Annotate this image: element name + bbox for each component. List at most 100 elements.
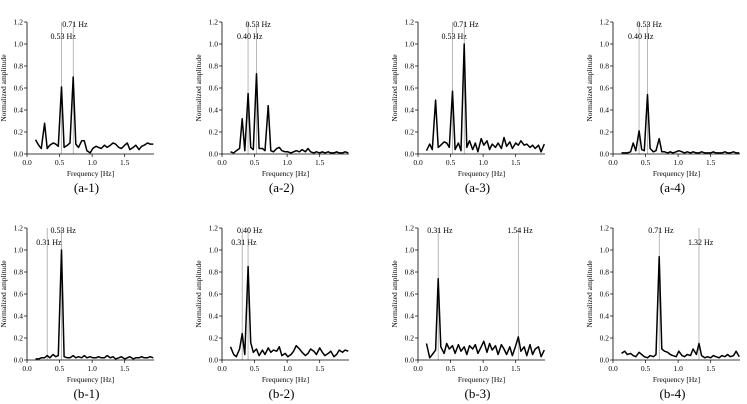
x-axis-label: Frequency [Hz] [458, 169, 505, 178]
y-tick-label: 1.2 [405, 224, 415, 233]
x-tick-label: 1.0 [478, 158, 488, 167]
y-axis-label: Normalized amplitude [390, 54, 399, 122]
y-tick-label: 0.4 [405, 106, 415, 115]
y-tick-label: 0.2 [14, 128, 24, 137]
y-axis-label: Normalized amplitude [585, 54, 594, 122]
peak-label: 0.71 Hz [62, 20, 88, 29]
x-tick-label: 0.0 [217, 364, 227, 373]
panel-label: (b-3) [465, 386, 491, 401]
peak-label: 1.32 Hz [688, 238, 714, 247]
y-tick-label: 0.6 [14, 290, 24, 299]
y-tick-label: 0.6 [600, 84, 610, 93]
y-tick-label: 0.4 [14, 312, 24, 321]
y-tick-label: 0.2 [600, 128, 610, 137]
y-tick-label: 0.0 [405, 356, 415, 365]
y-tick-label: 1.2 [209, 224, 219, 233]
x-tick-label: 0.0 [608, 158, 618, 167]
x-axis-label: Frequency [Hz] [67, 169, 114, 178]
y-tick-label: 0.6 [209, 84, 219, 93]
spectrum-line [35, 249, 154, 360]
x-tick-label: 1.5 [315, 364, 325, 373]
panel-label: (a-3) [465, 180, 490, 195]
peak-label: 1.54 Hz [507, 226, 533, 235]
chart-panel-a-2: 0.40 Hz 0.53 Hz 0.0 0.2 0.4 0.6 0.8 1.0 1.2 0.0 0.… [194, 18, 349, 195]
x-tick-label: 0.0 [22, 364, 32, 373]
x-tick-label: 0.5 [641, 364, 651, 373]
x-axis-label: Frequency [Hz] [458, 375, 505, 384]
y-tick-label: 0.4 [405, 312, 415, 321]
peak-label: 0.53 Hz [51, 226, 77, 235]
peak-label: 0.40 Hz [237, 226, 263, 235]
x-tick-label: 1.5 [511, 364, 521, 373]
panel-label: (b-4) [660, 386, 686, 401]
y-axis-label: Normalized amplitude [194, 54, 203, 122]
y-tick-label: 1.0 [600, 246, 610, 255]
y-tick-label: 0.0 [14, 356, 24, 365]
y-tick-label: 0.8 [405, 62, 415, 71]
x-tick-label: 1.0 [282, 158, 292, 167]
peak-label: 0.53 Hz [442, 32, 468, 41]
spectrum-line [425, 277, 545, 359]
x-tick-label: 0.5 [250, 158, 260, 167]
chart-panel-b-4: 0.71 Hz 1.32 Hz 0.0 0.2 0.4 0.6 0.8 1.0 1.2 0.0 0.… [585, 224, 740, 401]
y-tick-label: 0.2 [600, 334, 610, 343]
peak-label: 0.53 Hz [246, 20, 272, 29]
x-tick-label: 1.5 [706, 364, 716, 373]
x-tick-label: 1.0 [87, 364, 97, 373]
x-tick-label: 1.0 [87, 158, 97, 167]
y-tick-label: 0.6 [405, 84, 415, 93]
x-tick-label: 0.5 [446, 158, 456, 167]
y-tick-label: 1.0 [405, 246, 415, 255]
x-tick-label: 0.5 [55, 158, 65, 167]
x-tick-label: 0.5 [446, 364, 456, 373]
peak-label: 0.31 Hz [36, 238, 62, 247]
y-tick-label: 0.8 [14, 62, 24, 71]
x-tick-label: 0.0 [413, 158, 423, 167]
y-tick-label: 0.8 [600, 62, 610, 71]
peak-label: 0.40 Hz [628, 32, 654, 41]
peak-label: 0.40 Hz [237, 32, 263, 41]
x-tick-label: 1.5 [706, 158, 716, 167]
y-tick-label: 0.4 [600, 106, 610, 115]
y-tick-label: 0.4 [209, 312, 219, 321]
y-tick-label: 0.2 [209, 334, 219, 343]
y-tick-label: 0.0 [209, 150, 219, 159]
y-tick-label: 0.6 [14, 84, 24, 93]
y-axis-label: Normalized amplitude [0, 260, 8, 328]
y-tick-label: 0.4 [14, 106, 24, 115]
chart-panel-b-3: 0.31 Hz 1.54 Hz 0.0 0.2 0.4 0.6 0.8 1.0 1.2 0.0 0.… [390, 224, 545, 401]
chart-panel-a-4: 0.40 Hz 0.53 Hz 0.0 0.2 0.4 0.6 0.8 1.0 1.2 0.0 0.… [585, 18, 740, 195]
x-tick-label: 1.0 [673, 364, 683, 373]
x-axis-label: Frequency [Hz] [262, 375, 309, 384]
x-tick-label: 0.0 [217, 158, 227, 167]
chart-panel-b-1: 0.31 Hz 0.53 Hz 0.0 0.2 0.4 0.6 0.8 1.0 1.2 0.0 0.… [0, 224, 154, 401]
chart-panel-a-1: 0.53 Hz 0.71 Hz 0.0 0.2 0.4 0.6 0.8 1.0 1.2 0.0 0.… [0, 18, 154, 195]
y-tick-label: 1.0 [209, 246, 219, 255]
peak-label: 0.31 Hz [427, 226, 453, 235]
y-tick-label: 0.8 [209, 62, 219, 71]
y-tick-label: 0.8 [405, 268, 415, 277]
y-tick-label: 0.8 [209, 268, 219, 277]
x-tick-label: 1.0 [282, 364, 292, 373]
y-tick-label: 1.2 [405, 18, 415, 27]
x-tick-label: 0.0 [608, 364, 618, 373]
y-tick-label: 1.2 [14, 18, 24, 27]
y-tick-label: 1.2 [600, 224, 610, 233]
y-tick-label: 0.2 [405, 128, 415, 137]
y-tick-label: 1.0 [209, 40, 219, 49]
y-tick-label: 0.6 [600, 290, 610, 299]
y-tick-label: 0.8 [14, 268, 24, 277]
y-axis-label: Normalized amplitude [585, 260, 594, 328]
spectrum-line [621, 255, 740, 359]
peak-label: 0.31 Hz [231, 238, 257, 247]
y-tick-label: 0.4 [600, 312, 610, 321]
y-tick-label: 0.2 [14, 334, 24, 343]
y-tick-label: 1.2 [209, 18, 219, 27]
chart-panel-a-3: 0.53 Hz 0.71 Hz 0.0 0.2 0.4 0.6 0.8 1.0 1.2 0.0 0.… [390, 18, 545, 195]
spectrum-line [229, 265, 349, 358]
panel-label: (a-4) [660, 180, 685, 195]
y-tick-label: 0.0 [405, 150, 415, 159]
spectrum-line [425, 43, 545, 153]
y-tick-label: 1.0 [14, 40, 24, 49]
